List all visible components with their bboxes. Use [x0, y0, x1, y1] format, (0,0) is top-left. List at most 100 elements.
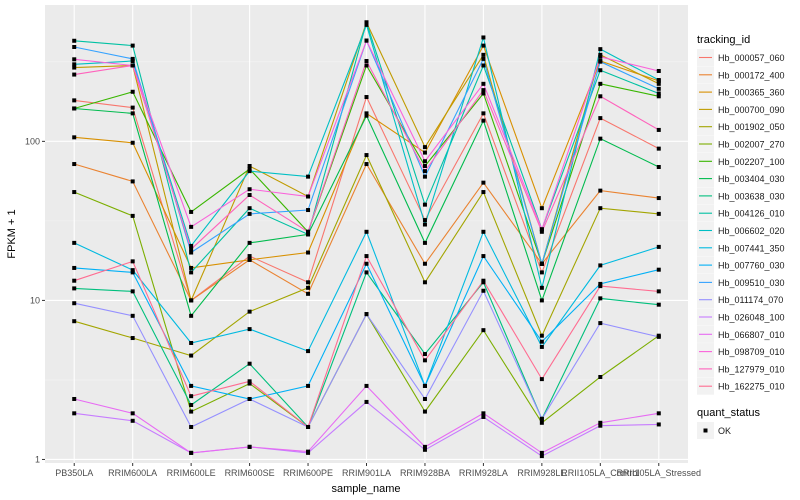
data-point — [656, 91, 661, 96]
data-point — [539, 206, 544, 211]
x-tick-label: RRIM600SE — [225, 468, 275, 478]
data-point — [189, 402, 194, 407]
data-point — [539, 450, 544, 455]
data-point — [364, 312, 369, 317]
shape-legend-label: OK — [718, 426, 731, 436]
data-point — [306, 194, 311, 199]
data-point — [481, 118, 486, 123]
data-point — [306, 208, 311, 213]
data-point — [189, 450, 194, 455]
data-point — [306, 174, 311, 179]
data-point — [598, 284, 603, 289]
data-point — [422, 447, 427, 452]
data-point — [247, 257, 252, 262]
data-point — [189, 209, 194, 214]
data-point — [422, 202, 427, 207]
legend-item: Hb_127979_010 — [697, 360, 785, 378]
data-point — [364, 111, 369, 116]
data-point — [189, 298, 194, 303]
data-point — [130, 411, 135, 416]
legend-item: Hb_000057_060 — [697, 49, 785, 66]
legend-label: Hb_001902_050 — [718, 122, 785, 132]
x-tick-label: RRIM600LA — [108, 468, 157, 478]
data-point — [247, 381, 252, 386]
data-point — [539, 344, 544, 349]
data-point — [247, 211, 252, 216]
y-tick-label: 10 — [30, 295, 40, 305]
data-point — [539, 377, 544, 382]
data-point — [656, 127, 661, 132]
data-point — [422, 163, 427, 168]
data-point — [656, 267, 661, 272]
data-point — [364, 113, 369, 118]
data-point — [247, 379, 252, 384]
data-point — [130, 270, 135, 275]
data-point — [598, 206, 603, 211]
data-point — [72, 38, 77, 43]
data-point — [422, 169, 427, 174]
data-point — [481, 411, 486, 416]
y-tick-label: 1 — [35, 454, 40, 464]
data-point — [598, 263, 603, 268]
data-point — [656, 94, 661, 99]
x-tick-label: RRII105LA_Stressed — [616, 468, 701, 478]
data-point — [598, 423, 603, 428]
legend-item: Hb_066807_010 — [697, 325, 785, 343]
data-point — [130, 259, 135, 264]
data-point — [189, 243, 194, 248]
data-point — [481, 229, 486, 234]
legend-label: Hb_006602_020 — [718, 226, 785, 236]
data-point — [422, 150, 427, 155]
legend-label: Hb_002207_100 — [718, 157, 785, 167]
data-point — [539, 333, 544, 338]
x-axis-title: sample_name — [331, 483, 400, 495]
data-point — [130, 59, 135, 64]
legend-item: Hb_011174_070 — [697, 291, 783, 309]
legend-label: Hb_007760_030 — [718, 261, 785, 271]
data-point — [364, 22, 369, 27]
data-point — [656, 302, 661, 307]
legend-item: Hb_098709_010 — [697, 343, 785, 361]
data-point — [422, 409, 427, 414]
data-point — [481, 254, 486, 259]
data-point — [481, 56, 486, 61]
data-point — [481, 88, 486, 93]
data-point — [422, 352, 427, 357]
data-point — [598, 188, 603, 193]
x-tick-label: PB350LA — [55, 468, 93, 478]
data-point — [364, 63, 369, 68]
data-point — [306, 232, 311, 237]
data-point — [481, 288, 486, 293]
data-point — [306, 424, 311, 429]
data-point — [422, 159, 427, 164]
data-point — [189, 270, 194, 275]
data-point — [247, 240, 252, 245]
data-point — [72, 162, 77, 167]
legend-label: Hb_127979_010 — [718, 364, 785, 374]
data-point — [72, 396, 77, 401]
data-point — [481, 63, 486, 68]
data-point — [598, 296, 603, 301]
legend-label: Hb_000365_360 — [718, 88, 785, 98]
data-point — [306, 229, 311, 234]
data-point — [364, 95, 369, 100]
data-point — [72, 72, 77, 77]
data-point — [364, 254, 369, 259]
data-point — [130, 111, 135, 116]
data-point — [247, 361, 252, 366]
data-point — [189, 250, 194, 255]
data-point — [72, 44, 77, 49]
data-point — [364, 153, 369, 158]
legend-item: Hb_003638_030 — [697, 187, 785, 205]
data-point — [130, 179, 135, 184]
data-point — [306, 250, 311, 255]
data-point — [130, 56, 135, 61]
data-point — [539, 227, 544, 232]
data-point — [598, 47, 603, 52]
legend-label: Hb_000700_090 — [718, 105, 785, 115]
data-point — [130, 418, 135, 423]
legend-title: tracking_id — [697, 34, 750, 46]
square-point-icon — [703, 428, 708, 433]
data-point — [130, 336, 135, 341]
